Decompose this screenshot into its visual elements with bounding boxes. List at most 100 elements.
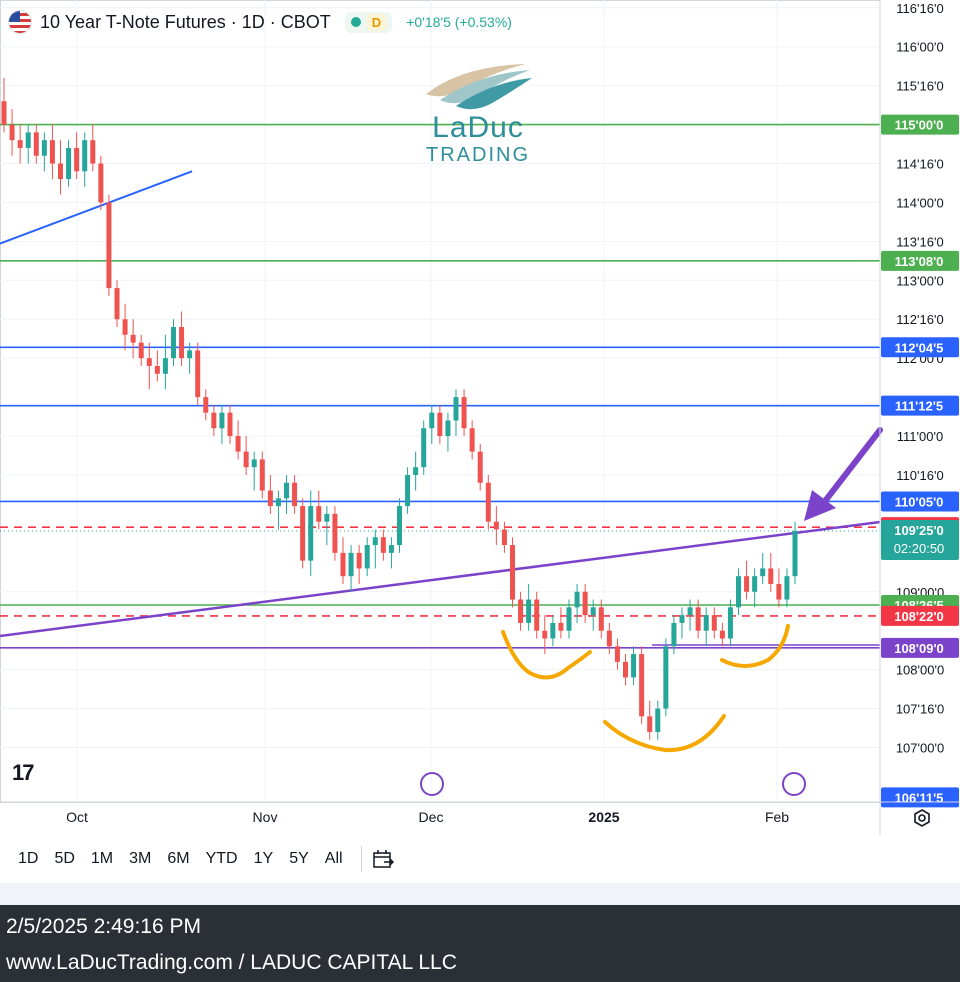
candle: [348, 552, 354, 577]
separator-band: [0, 883, 960, 905]
date-range-icon[interactable]: [372, 849, 394, 869]
horizontal-levels: [0, 123, 880, 649]
candle: [82, 140, 88, 172]
candle: [687, 607, 693, 616]
x-tick-label: 2025: [588, 809, 619, 825]
y-tick-label: 108'00'0: [896, 663, 944, 678]
candle: [518, 599, 524, 623]
candle: [526, 599, 532, 623]
candle: [9, 124, 15, 141]
candle: [622, 661, 629, 678]
candle: [744, 576, 750, 592]
settings-gear-icon[interactable]: [912, 808, 932, 828]
footer: 2/5/2025 2:49:16 PM www.LaDucTrading.com…: [0, 905, 960, 982]
timeframe-6m[interactable]: 6M: [167, 850, 190, 867]
candle: [647, 716, 653, 732]
candle: [663, 646, 669, 709]
right-shoulder-curve: [720, 624, 790, 668]
candle: [703, 615, 709, 631]
price-change: +0'18'5 (+0.53%): [406, 14, 512, 30]
timeframe-all[interactable]: All: [324, 850, 343, 867]
candle: [760, 568, 766, 577]
candle: [598, 607, 604, 631]
y-tick-label: 116'16'0: [896, 1, 943, 16]
level-badge: [881, 605, 959, 626]
candle: [372, 537, 378, 546]
annotations: [501, 427, 883, 753]
candle: [445, 420, 451, 437]
candle: [259, 459, 265, 491]
y-tick-label: 111'00'0: [897, 429, 943, 444]
candle: [509, 545, 516, 600]
y-tick-label: 113'16'0: [896, 234, 943, 249]
time-axis: Oct Nov Dec 2025 Feb: [0, 801, 960, 825]
timeframe-1d[interactable]: 1D: [18, 850, 39, 867]
level-badge-label: 113'08'0: [895, 254, 944, 269]
candle: [784, 576, 790, 600]
timeframe-ytd[interactable]: YTD: [205, 850, 238, 867]
website-credit: www.LaDucTrading.com / LADUC CAPITAL LLC: [6, 951, 457, 974]
candle: [582, 591, 588, 616]
candle: [106, 202, 112, 289]
x-tick-label: Oct: [66, 809, 88, 825]
timeframe-1y[interactable]: 1Y: [253, 850, 274, 867]
candle: [566, 607, 572, 631]
laduc-wave-logo-icon: [426, 64, 532, 110]
candle: [57, 163, 64, 180]
candle: [146, 358, 152, 366]
timeframe-toolbar: 1D 5D 1M 3M 6M YTD 1Y 5Y All: [0, 835, 960, 883]
candle: [752, 576, 758, 592]
price-chart[interactable]: 116'16'0 116'00'0 115'16'0 114'16'0 114'00'0…: [0, 0, 960, 835]
candle: [275, 498, 281, 507]
timeframe-1m[interactable]: 1M: [90, 850, 114, 867]
candle: [66, 147, 72, 180]
candle: [203, 397, 209, 413]
level-badge-label: 112'04'5: [895, 340, 944, 355]
candle: [493, 521, 499, 530]
candle: [574, 591, 580, 608]
candle: [711, 615, 717, 631]
timeframe-5d[interactable]: 5D: [54, 850, 75, 867]
candle: [179, 327, 185, 359]
head-curve: [603, 714, 726, 753]
candle: [41, 140, 47, 156]
level-badge: [881, 491, 959, 512]
symbol-title[interactable]: 10 Year T-Note Futures · 1D · CBOT: [40, 11, 331, 32]
y-tick-label: 107'00'0: [896, 740, 944, 755]
x-tick-label: Nov: [253, 809, 278, 825]
left-shoulder-curve: [501, 630, 592, 680]
candle: [461, 397, 467, 429]
candle: [413, 467, 419, 475]
candle: [429, 412, 435, 429]
arrows-icon[interactable]: [420, 772, 444, 796]
candle: [469, 428, 475, 452]
candle: [187, 350, 193, 359]
candle: [25, 132, 31, 148]
y-tick-label: 114'00'0: [896, 195, 943, 210]
market-status[interactable]: D: [344, 11, 393, 33]
countdown-label: 02:20:50: [894, 541, 945, 556]
candle: [364, 545, 370, 569]
candle: [655, 708, 661, 732]
chart-header: 10 Year T-Note Futures · 1D · CBOT D +0'…: [8, 8, 512, 36]
candle: [243, 451, 249, 468]
level-badge: [881, 337, 959, 358]
candle: [792, 531, 798, 577]
tradingview-logo-icon[interactable]: 17: [12, 760, 35, 785]
candle: [227, 412, 233, 437]
x-tick-label: Feb: [765, 809, 789, 825]
candles: [1, 77, 798, 740]
timeframe-5y[interactable]: 5Y: [289, 850, 309, 867]
last-price-badge: [881, 520, 959, 561]
flash-event-icon[interactable]: [782, 772, 806, 796]
timestamp: 2/5/2025 2:49:16 PM: [6, 915, 201, 938]
timeframe-3m[interactable]: 3M: [129, 850, 152, 867]
market-open-dot-icon: [350, 17, 361, 27]
candle: [437, 412, 443, 437]
delayed-badge: D: [366, 13, 387, 31]
candle: [768, 568, 774, 584]
level-badge: [881, 114, 959, 135]
annotation-arrow: [819, 427, 883, 508]
candle: [316, 506, 322, 522]
candle: [162, 358, 168, 374]
